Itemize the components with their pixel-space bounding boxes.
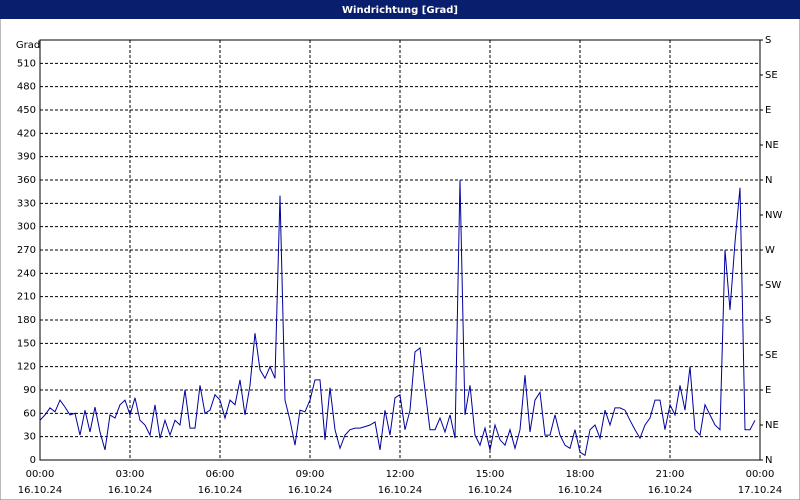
y-tick-label: 450 [17,105,36,116]
y-tick-label: 270 [17,245,36,256]
x-tick-label: 06:00 [206,469,235,480]
y-tick-label: 420 [17,128,36,139]
line-series [39,179,756,457]
plot-border [39,39,761,461]
x-tick-date: 16.10.24 [18,485,63,496]
y-tick-label: 0 [30,455,36,466]
y2-tick-label: NW [765,210,782,221]
x-tick-label: 03:00 [116,469,145,480]
y-tick-label: 30 [23,432,36,443]
y2-tick-label: E [765,105,771,116]
title-bar [0,0,800,19]
y-tick-label: 180 [17,315,36,326]
x-tick-label: 18:00 [566,469,595,480]
y-tick-label: 150 [17,338,36,349]
chart-title: Windrichtung [Grad] [342,5,458,16]
x-tick-date: 16.10.24 [378,485,423,496]
y-tick-label: 510 [17,58,36,69]
y2-tick-label: SE [765,70,778,81]
y-tick-label: 300 [17,222,36,233]
x-tick-label: 00:00 [26,469,55,480]
y-tick-label: 480 [17,82,36,93]
y-axis-label: Grad [16,40,40,51]
y2-tick-label: N [765,175,772,186]
x-tick-label: 21:00 [656,469,685,480]
y-tick-label: 330 [17,198,36,209]
y-tick-label: 210 [17,292,36,303]
x-tick-date: 16.10.24 [468,485,513,496]
y2-tick-label: SW [765,280,781,291]
y2-tick-label: W [765,245,775,256]
x-tick-date: 16.10.24 [648,485,693,496]
x-tick-label: 12:00 [386,469,415,480]
y-tick-label: 360 [17,175,36,186]
y2-tick-label: NE [765,140,779,151]
y2-tick-label: E [765,385,771,396]
y2-tick-label: S [765,315,771,326]
x-tick-date: 16.10.24 [558,485,603,496]
y2-tick-label: N [765,455,772,466]
y-tick-label: 120 [17,362,36,373]
x-tick-label: 00:00 [746,469,775,480]
y2-tick-label: S [765,35,771,46]
y-tick-label: 240 [17,268,36,279]
x-tick-date: 16.10.24 [108,485,153,496]
y-tick-label: 390 [17,152,36,163]
y2-tick-label: SE [765,350,778,361]
y-tick-label: 60 [23,408,36,419]
x-tick-label: 15:00 [476,469,505,480]
y2-tick-label: NE [765,420,779,431]
y-tick-label: 90 [23,385,36,396]
x-tick-date: 17.10.24 [738,485,783,496]
x-tick-label: 09:00 [296,469,325,480]
x-tick-date: 16.10.24 [288,485,333,496]
x-tick-date: 16.10.24 [198,485,243,496]
